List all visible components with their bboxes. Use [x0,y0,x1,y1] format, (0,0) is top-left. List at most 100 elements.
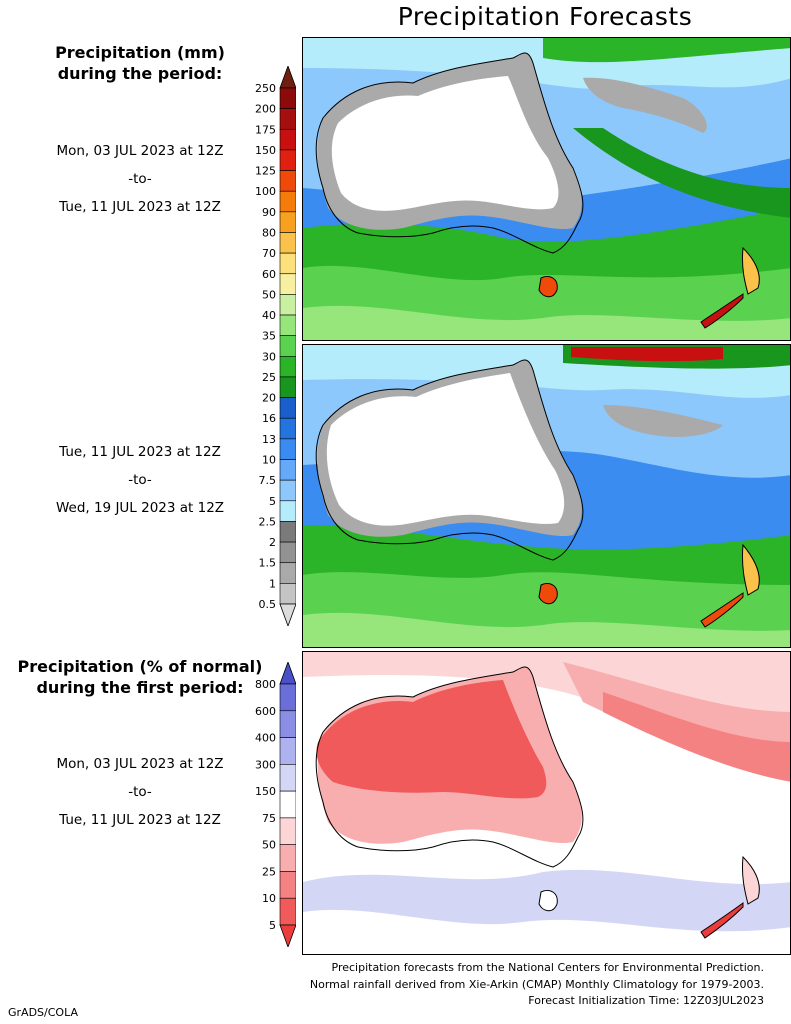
period-3-to: -to- [128,784,152,800]
pct-colorbar-swatch [279,790,297,819]
mm-colorbar-swatch [279,376,297,398]
mm-colorbar-swatch [279,397,297,419]
pct-colorbar-tick-label: 25 [262,865,276,878]
mm-colorbar-tick-label: 70 [262,247,276,260]
mm-colorbar-swatch [279,541,297,564]
mm-colorbar-swatch [279,479,297,502]
anomaly-heading-line-2: during the first period: [36,678,244,697]
pct-colorbar-swatch [279,897,297,926]
pct-colorbar-top-arrow [279,660,297,685]
anomaly-map [303,652,790,954]
mm-colorbar-tick-label: 10 [262,454,276,467]
pct-colorbar-swatch [279,817,297,845]
mm-colorbar-swatch [279,108,297,130]
mm-colorbar-tick-label: 5 [269,495,276,508]
mm-colorbar-tick-label: 50 [262,288,276,301]
footer-line-1: Precipitation forecasts from the Nationa… [331,961,765,974]
mm-colorbar-tick-label: 2 [269,536,276,549]
mm-colorbar-tick-label: 80 [262,226,276,239]
pct-colorbar-swatch [279,737,297,765]
pct-colorbar-swatch [279,871,297,899]
mm-colorbar-top-arrow [279,64,297,89]
mm-colorbar-tick-label: 100 [255,185,276,198]
mm-colorbar-swatch [279,232,297,254]
pct-colorbar-swatch [279,764,297,792]
mm-colorbar-swatch [279,314,297,336]
mm-colorbar-tick-label: 16 [262,412,276,425]
period-1-start: Mon, 03 JUL 2023 at 12Z [56,143,224,159]
mm-colorbar-tick-label: 13 [262,433,276,446]
mm-colorbar-swatch [279,521,297,543]
mm-colorbar: 250 200 175 150 125 100 90 80 70 60 50 40 35 30 25 20 16… [236,64,297,628]
pct-colorbar-svg: 800 600 400 300 150 75 50 25 10 5 [255,660,297,949]
period-1-to: -to- [128,171,152,187]
mm-colorbar-tick-label: 2.5 [259,515,277,528]
mm-colorbar-tick-label: 0.5 [259,598,277,611]
precip-map-2 [303,345,790,647]
period-2-dates: Tue, 11 JUL 2023 at 12Z -to- Wed, 19 JUL… [0,438,280,522]
mm-colorbar-swatch [279,417,297,440]
map-panel-period-2 [302,344,791,648]
period-2-start: Tue, 11 JUL 2023 at 12Z [59,444,221,460]
footer-notes: Precipitation forecasts from the Nationa… [310,960,764,1010]
footer-line-3: Forecast Initialization Time: 12Z03JUL20… [528,994,764,1007]
mm-colorbar-tick-label: 60 [262,268,276,281]
mm-colorbar-svg: 2502001751501251009080706050403530252016… [255,64,297,628]
mm-colorbar-swatch [279,190,297,213]
pct-colorbar-tick-label: 800 [255,678,276,691]
period-2-end: Wed, 19 JUL 2023 at 12Z [55,500,225,516]
mm-colorbar-swatch [279,583,297,605]
mm-colorbar-tick-label: 175 [255,123,276,136]
mm-colorbar-swatch [279,128,297,151]
mm-colorbar-tick-label: 1.5 [259,557,277,570]
mm-colorbar-swatch [279,170,297,192]
mm-colorbar-tick-label: 35 [262,330,276,343]
pct-colorbar-bottom-arrow [279,924,297,949]
period-3-start: Mon, 03 JUL 2023 at 12Z [56,756,224,772]
mm-colorbar-tick-label: 250 [255,82,276,95]
mm-colorbar-tick-label: 125 [255,165,276,178]
mm-colorbar-tick-label: 1 [269,577,276,590]
pct-colorbar-tick-label: 150 [255,785,276,798]
period-3-dates: Mon, 03 JUL 2023 at 12Z -to- Tue, 11 JUL… [0,750,280,834]
grads-credit: GrADS/COLA [8,1006,78,1019]
pct-colorbar-tick-label: 400 [255,732,276,745]
pct-colorbar-tick-label: 75 [262,812,276,825]
amount-heading-line-1: Precipitation (mm) [55,43,225,62]
pct-colorbar-tick-label: 5 [269,919,276,932]
mm-colorbar-tick-label: 200 [255,103,276,116]
mm-colorbar-tick-label: 40 [262,309,276,322]
period-1-end: Tue, 11 JUL 2023 at 12Z [59,199,221,215]
mm-colorbar-tick-label: 7.5 [259,474,277,487]
mm-colorbar-bottom-arrow [279,603,297,628]
pct-colorbar-tick-label: 300 [255,758,276,771]
mm-colorbar-swatch [279,562,297,584]
precip-map-1 [303,38,790,340]
mm-colorbar-swatch [279,500,297,522]
mm-colorbar-tick-label: 150 [255,144,276,157]
anomaly-heading: Precipitation (% of normal) during the f… [0,656,280,698]
percent-colorbar: 800 600 400 300 150 75 50 25 10 5 [236,660,297,949]
mm-colorbar-swatch [279,211,297,233]
page-title: Precipitation Forecasts [397,2,693,31]
mm-colorbar-swatch [279,294,297,316]
amount-heading: Precipitation (mm) during the period: [0,42,280,84]
mm-colorbar-tick-label: 90 [262,206,276,219]
amount-heading-line-2: during the period: [57,64,223,83]
period-3-end: Tue, 11 JUL 2023 at 12Z [59,812,221,828]
mm-colorbar-swatch [279,87,297,109]
mm-colorbar-swatch [279,356,297,378]
period-1-dates: Mon, 03 JUL 2023 at 12Z -to- Tue, 11 JUL… [0,137,280,221]
mm-colorbar-swatch [279,273,297,295]
map-panel-anomaly [302,651,791,955]
mm-colorbar-tick-label: 30 [262,350,276,363]
pct-colorbar-swatch [279,683,297,712]
pct-colorbar-tick-label: 600 [255,705,276,718]
mm-colorbar-swatch [279,438,297,460]
mm-colorbar-tick-label: 25 [262,371,276,384]
map-panel-period-1 [302,37,791,341]
mm-colorbar-swatch [279,149,297,171]
mm-colorbar-tick-label: 20 [262,392,276,405]
period-2-to: -to- [128,472,152,488]
mm-colorbar-swatch [279,252,297,275]
